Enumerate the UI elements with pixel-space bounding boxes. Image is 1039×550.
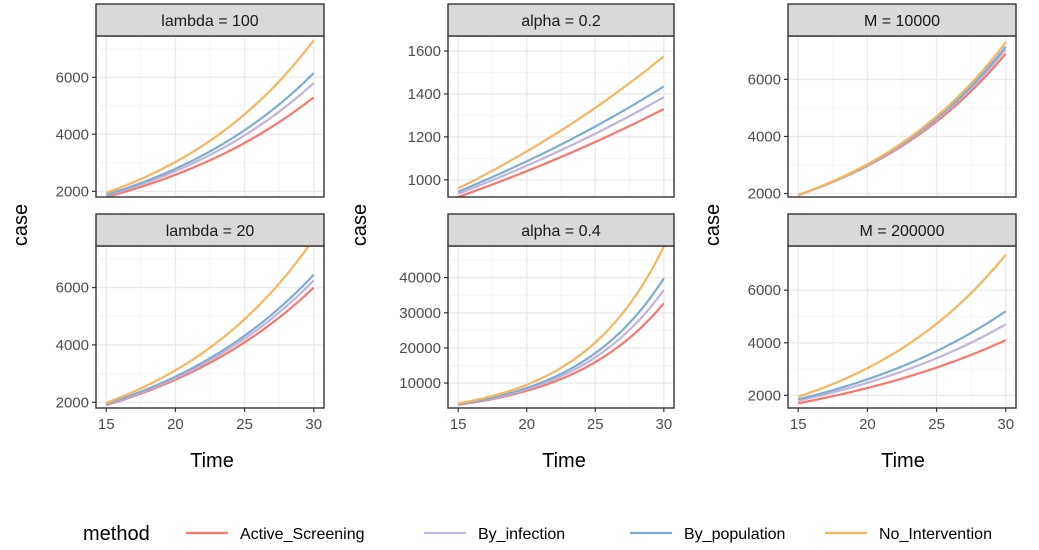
series-line-active-screening — [457, 108, 665, 199]
series-line-active-screening — [798, 339, 1007, 405]
series-line-no-intervention — [105, 238, 315, 404]
legend-title: method — [83, 523, 150, 545]
facet-strip-label: M = 10000 — [864, 13, 940, 30]
facet-panel: lambda = 100 2000 4000 6000 — [56, 3, 325, 200]
y-tick-label: 4000 — [56, 126, 89, 143]
x-tick-label: 30 — [655, 416, 672, 433]
y-tick-label: 10000 — [399, 375, 441, 392]
x-tick-label: 25 — [236, 416, 253, 433]
facet-panels: lambda = 100 2000 4000 6000 alpha = 0.2 1000 1… — [56, 3, 1017, 433]
facet-panel: M = 10000 2000 4000 6000 — [748, 3, 1017, 203]
x-tick-label: 20 — [167, 416, 184, 433]
facet-strip — [787, 3, 1017, 37]
y-tick-label: 2000 — [748, 387, 781, 404]
x-tick-label: 25 — [928, 416, 945, 433]
facet-strip-label: lambda = 20 — [166, 223, 255, 240]
y-tick-label: 6000 — [56, 69, 89, 86]
x-axis-title-col1: Time — [190, 450, 234, 472]
y-tick-label: 2000 — [56, 183, 89, 200]
legend: method Active_Screening By_infection By_po… — [83, 523, 992, 545]
series-line-no-intervention — [457, 246, 665, 405]
series-line-by-infection — [457, 96, 665, 195]
x-axis-title-col3: Time — [881, 450, 925, 472]
legend-label: By_population — [684, 526, 785, 543]
legend-label: By_infection — [478, 526, 565, 543]
y-tick-label: 1400 — [408, 86, 441, 103]
y-tick-label: 30000 — [399, 305, 441, 322]
y-tick-label: 4000 — [56, 337, 89, 354]
legend-item: No_Intervention — [825, 526, 992, 543]
facet-strip — [447, 3, 675, 37]
y-tick-label: 2000 — [748, 186, 781, 203]
legend-item: By_population — [630, 526, 785, 543]
facet-strip-label: lambda = 100 — [161, 13, 259, 30]
legend-label: No_Intervention — [879, 526, 992, 543]
series-line-no-intervention — [797, 41, 1007, 197]
y-tick-label: 20000 — [399, 340, 441, 357]
facet-strip — [95, 213, 325, 247]
x-tick-label: 15 — [790, 416, 807, 433]
y-tick-label: 4000 — [748, 335, 781, 352]
series-line-by-population — [457, 85, 665, 193]
y-tick-label: 40000 — [399, 270, 441, 287]
y-tick-label: 4000 — [748, 128, 781, 145]
series-line-by-population — [457, 277, 665, 406]
x-tick-label: 15 — [450, 416, 467, 433]
y-tick-label: 6000 — [748, 282, 781, 299]
legend-label: Active_Screening — [240, 526, 365, 543]
facet-strip-label: alpha = 0.2 — [521, 13, 601, 30]
y-axis-title-col3: case — [702, 204, 724, 246]
y-tick-label: 2000 — [56, 394, 89, 411]
x-tick-label: 30 — [997, 416, 1014, 433]
x-axis-title-col2: Time — [542, 450, 586, 472]
series-line-no-intervention — [457, 55, 665, 190]
x-tick-label: 20 — [518, 416, 535, 433]
y-axis-title-col1: case — [10, 204, 32, 246]
series-line-by-population — [105, 72, 315, 196]
series-line-by-infection — [105, 82, 315, 197]
series-line-active-screening — [105, 96, 315, 199]
facet-panel: lambda = 20 2000 4000 6000 15 20 25 30 — [56, 213, 325, 433]
y-tick-label: 6000 — [748, 71, 781, 88]
y-tick-label: 1200 — [408, 129, 441, 146]
facet-strip-label: M = 200000 — [860, 223, 945, 240]
series-line-by-population — [798, 310, 1007, 401]
x-tick-label: 15 — [98, 416, 115, 433]
facet-panel: M = 200000 2000 4000 6000 15 20 25 30 — [748, 213, 1017, 433]
legend-item: Active_Screening — [186, 526, 365, 543]
legend-item: By_infection — [424, 526, 565, 543]
x-tick-label: 25 — [587, 416, 604, 433]
y-axis-title-col2: case — [349, 204, 371, 246]
facet-strip — [447, 213, 675, 247]
facet-strip-label: alpha = 0.4 — [521, 223, 601, 240]
facet-strip — [95, 3, 325, 37]
series-line-by-population — [105, 273, 315, 406]
facet-strip — [787, 213, 1017, 247]
y-tick-label: 6000 — [56, 280, 89, 297]
facet-panel: alpha = 0.4 10000 20000 30000 40000 15 20 25 30 — [399, 213, 675, 433]
x-tick-label: 30 — [305, 416, 322, 433]
y-tick-label: 1000 — [408, 172, 441, 189]
series-line-by-infection — [798, 323, 1007, 402]
facet-panel: alpha = 0.2 1000 1200 1400 1600 — [408, 3, 675, 199]
x-tick-label: 20 — [859, 416, 876, 433]
y-tick-label: 1600 — [408, 43, 441, 60]
legend-items: Active_Screening By_infection By_populatio… — [186, 526, 992, 543]
series-line-no-intervention — [105, 39, 315, 194]
series-line-no-intervention — [797, 253, 1007, 398]
